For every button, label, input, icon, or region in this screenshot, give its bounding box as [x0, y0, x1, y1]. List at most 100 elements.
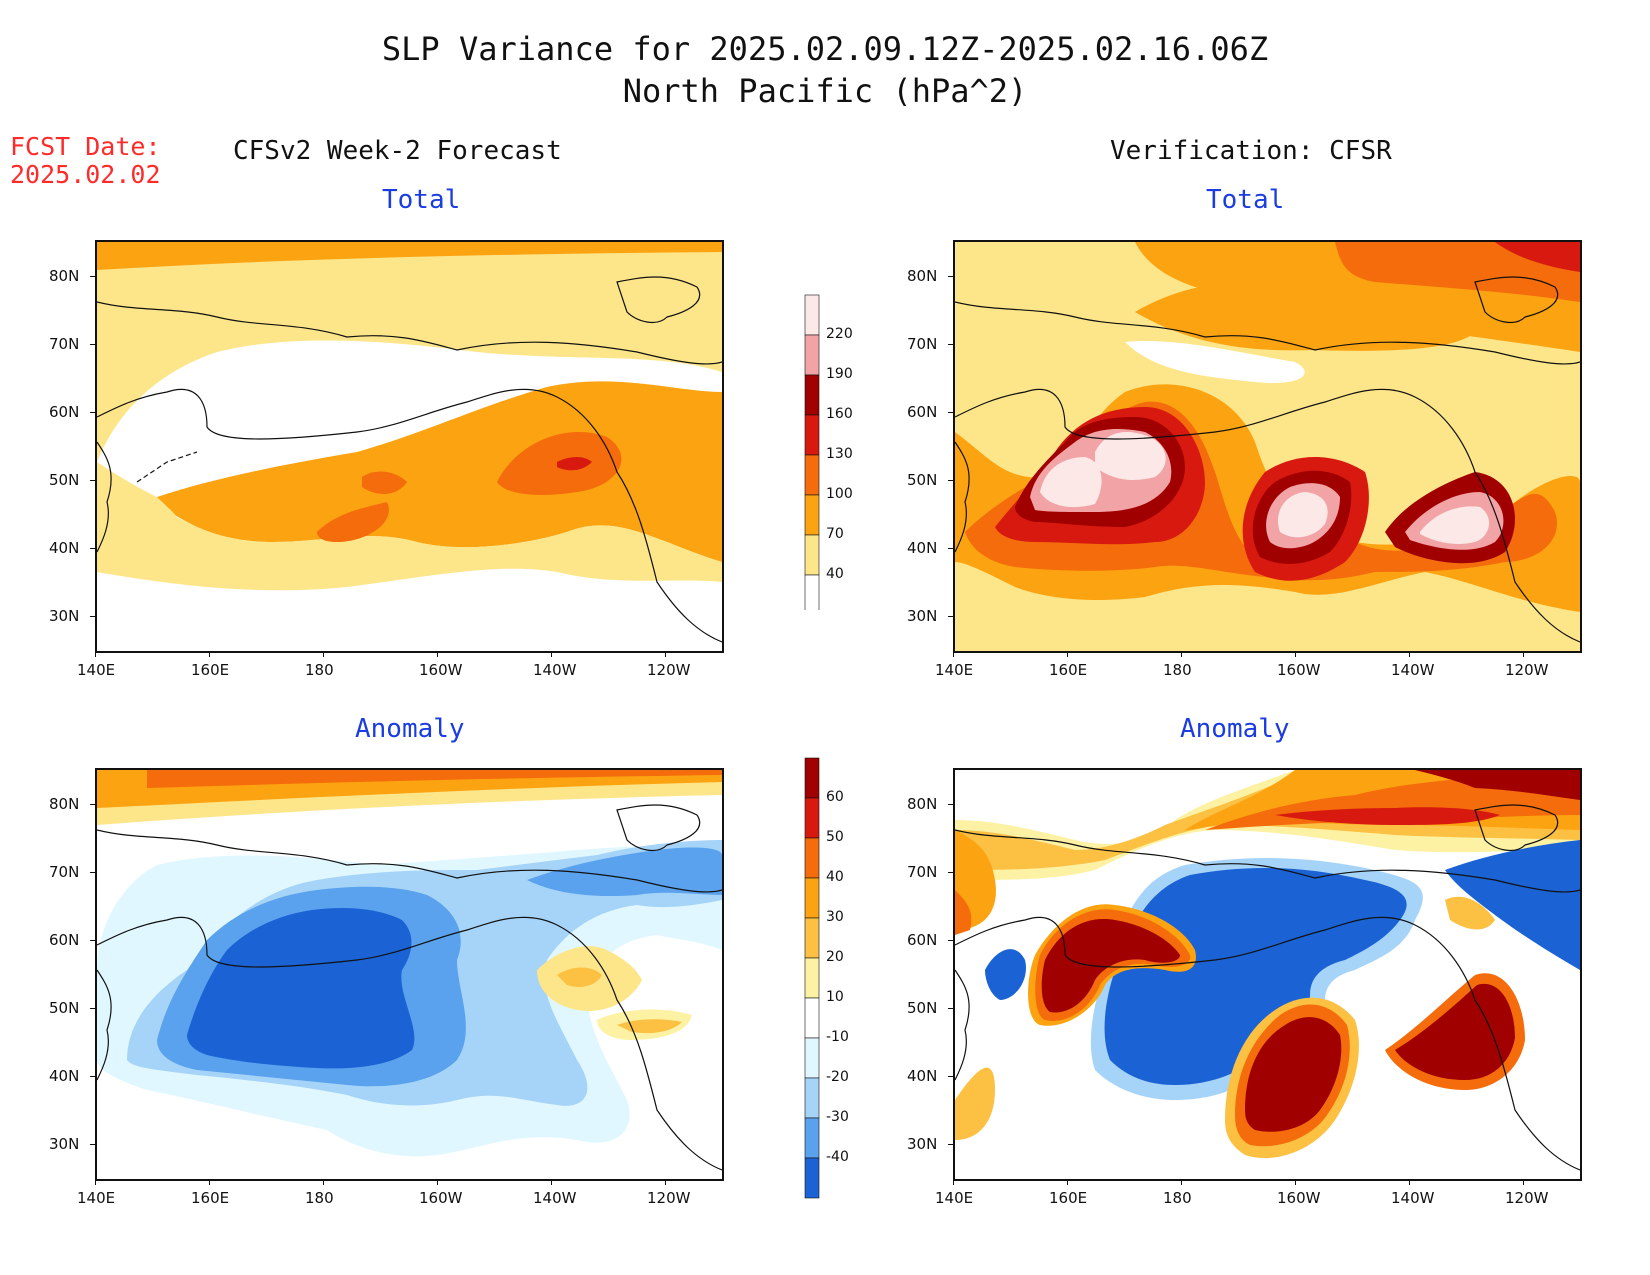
lat-label-forecast-anomaly: 30N [49, 1135, 80, 1153]
lat-label-forecast-total: 80N [49, 267, 80, 285]
map-verification-total [953, 240, 1582, 653]
colorbar-level-label: 70 [826, 526, 844, 542]
lon-tick-forecast-total [665, 651, 666, 657]
colorbar-anomaly-swatches [804, 757, 820, 1199]
colorbar-anomaly [800, 753, 840, 1203]
colorbar-total-swatches [804, 294, 820, 616]
lon-label-forecast-anomaly: 120W [647, 1189, 691, 1207]
lon-tick-verification-anomaly [953, 1179, 954, 1185]
fcst-date-label: FCST Date: [10, 132, 161, 161]
lat-tick-forecast-anomaly [90, 804, 96, 805]
lon-tick-forecast-total [95, 651, 96, 657]
lon-label-forecast-anomaly: 160W [419, 1189, 463, 1207]
colorbar-swatch [804, 877, 820, 919]
lat-tick-forecast-anomaly [90, 1144, 96, 1145]
lon-tick-verification-anomaly [1523, 1179, 1524, 1185]
lat-tick-verification-anomaly [948, 804, 954, 805]
lon-label-forecast-total: 140E [77, 661, 116, 679]
lon-label-forecast-total: 160E [191, 661, 230, 679]
lat-label-verification-anomaly: 80N [907, 795, 938, 813]
lat-tick-verification-total [948, 412, 954, 413]
lat-tick-forecast-total [90, 548, 96, 549]
forecast-total-title: Total [382, 185, 461, 215]
colorbar-swatch [804, 414, 820, 456]
lon-tick-forecast-total [209, 651, 210, 657]
fcst-date-value: 2025.02.02 [10, 160, 161, 189]
lat-label-verification-total: 60N [907, 403, 938, 421]
lat-tick-forecast-total [90, 480, 96, 481]
lon-label-verification-total: 180 [1163, 661, 1192, 679]
lat-tick-verification-anomaly [948, 1076, 954, 1077]
lon-label-verification-anomaly: 160E [1049, 1189, 1088, 1207]
lon-tick-forecast-total [551, 651, 552, 657]
colorbar-level-label: 50 [826, 829, 844, 845]
lat-tick-verification-total [948, 276, 954, 277]
lon-tick-verification-total [1409, 651, 1410, 657]
lon-label-verification-total: 140W [1391, 661, 1435, 679]
lon-tick-verification-total [953, 651, 954, 657]
colorbar-swatch [804, 454, 820, 496]
map-forecast-total [95, 240, 724, 653]
colorbar-level-label: 60 [826, 789, 844, 805]
lon-label-verification-anomaly: 140W [1391, 1189, 1435, 1207]
colorbar-level-label: 220 [826, 326, 853, 342]
lat-label-forecast-total: 50N [49, 471, 80, 489]
verification-total-title: Total [1206, 185, 1285, 215]
forecast-anomaly-title: Anomaly [355, 714, 465, 744]
lon-label-forecast-anomaly: 140E [77, 1189, 116, 1207]
lon-tick-forecast-total [437, 651, 438, 657]
main-title-line2: North Pacific (hPa^2) [622, 72, 1028, 110]
lat-tick-forecast-total [90, 412, 96, 413]
map-verification-anomaly [953, 768, 1582, 1181]
lat-label-verification-total: 80N [907, 267, 938, 285]
colorbar-swatch [804, 917, 820, 959]
lat-tick-forecast-anomaly [90, 872, 96, 873]
lat-label-verification-anomaly: 50N [907, 999, 938, 1017]
contour-verification-total [955, 242, 1580, 651]
lon-tick-verification-anomaly [1295, 1179, 1296, 1185]
lat-label-verification-anomaly: 60N [907, 931, 938, 949]
colorbar-swatch [804, 534, 820, 576]
lon-tick-verification-total [1067, 651, 1068, 657]
lat-label-verification-anomaly: 40N [907, 1067, 938, 1085]
contour-forecast-anomaly [97, 770, 722, 1179]
lon-label-forecast-anomaly: 180 [305, 1189, 334, 1207]
colorbar-level-label: -40 [826, 1149, 849, 1165]
lat-label-forecast-total: 40N [49, 539, 80, 557]
lon-tick-forecast-anomaly [665, 1179, 666, 1185]
colorbar-swatch [804, 837, 820, 879]
colorbar-swatch [804, 797, 820, 839]
lat-label-forecast-anomaly: 80N [49, 795, 80, 813]
lat-tick-forecast-total [90, 344, 96, 345]
lat-label-forecast-anomaly: 50N [49, 999, 80, 1017]
colorbar-level-label: 190 [826, 366, 853, 382]
colorbar-level-label: 160 [826, 406, 853, 422]
lon-tick-forecast-anomaly [551, 1179, 552, 1185]
lon-label-forecast-total: 140W [533, 661, 577, 679]
lon-tick-forecast-anomaly [437, 1179, 438, 1185]
lat-label-verification-anomaly: 30N [907, 1135, 938, 1153]
lon-tick-verification-anomaly [1067, 1179, 1068, 1185]
colorbar-swatch [804, 1157, 820, 1199]
lon-tick-verification-total [1523, 651, 1524, 657]
contour-forecast-total [97, 242, 722, 651]
colorbar-level-label: 130 [826, 446, 853, 462]
lat-label-verification-total: 40N [907, 539, 938, 557]
lon-tick-forecast-anomaly [209, 1179, 210, 1185]
right-column-title: Verification: CFSR [1110, 136, 1392, 166]
lon-label-verification-total: 160W [1277, 661, 1321, 679]
lat-tick-verification-anomaly [948, 1144, 954, 1145]
lon-label-verification-anomaly: 160W [1277, 1189, 1321, 1207]
verification-anomaly-title: Anomaly [1180, 714, 1290, 744]
lon-label-verification-anomaly: 120W [1505, 1189, 1549, 1207]
colorbar-swatch [804, 294, 820, 336]
lon-tick-verification-anomaly [1181, 1179, 1182, 1185]
lon-label-forecast-total: 180 [305, 661, 334, 679]
main-title-line1: SLP Variance for 2025.02.09.12Z-2025.02.… [381, 30, 1269, 68]
lon-label-forecast-anomaly: 140W [533, 1189, 577, 1207]
colorbar-swatch [804, 334, 820, 376]
lat-tick-verification-total [948, 480, 954, 481]
colorbar-swatch [804, 374, 820, 416]
lat-tick-forecast-anomaly [90, 940, 96, 941]
lon-label-verification-total: 140E [935, 661, 974, 679]
